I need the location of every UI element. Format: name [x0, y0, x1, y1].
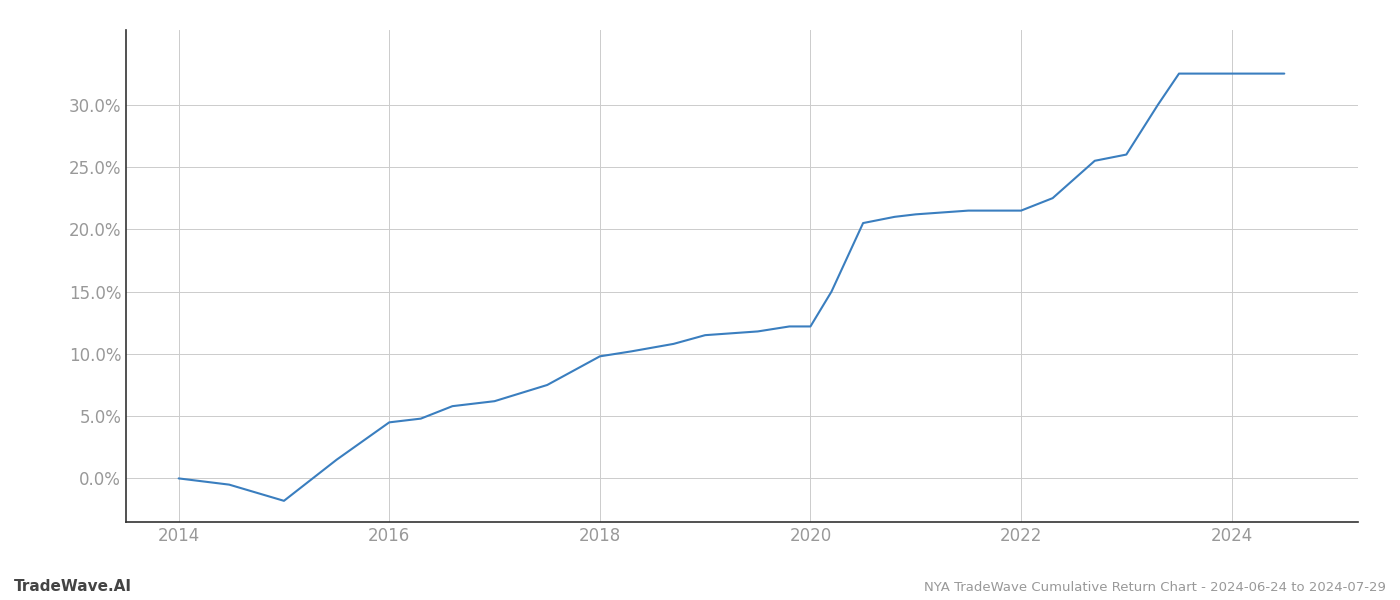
Text: NYA TradeWave Cumulative Return Chart - 2024-06-24 to 2024-07-29: NYA TradeWave Cumulative Return Chart - …	[924, 581, 1386, 594]
Text: TradeWave.AI: TradeWave.AI	[14, 579, 132, 594]
